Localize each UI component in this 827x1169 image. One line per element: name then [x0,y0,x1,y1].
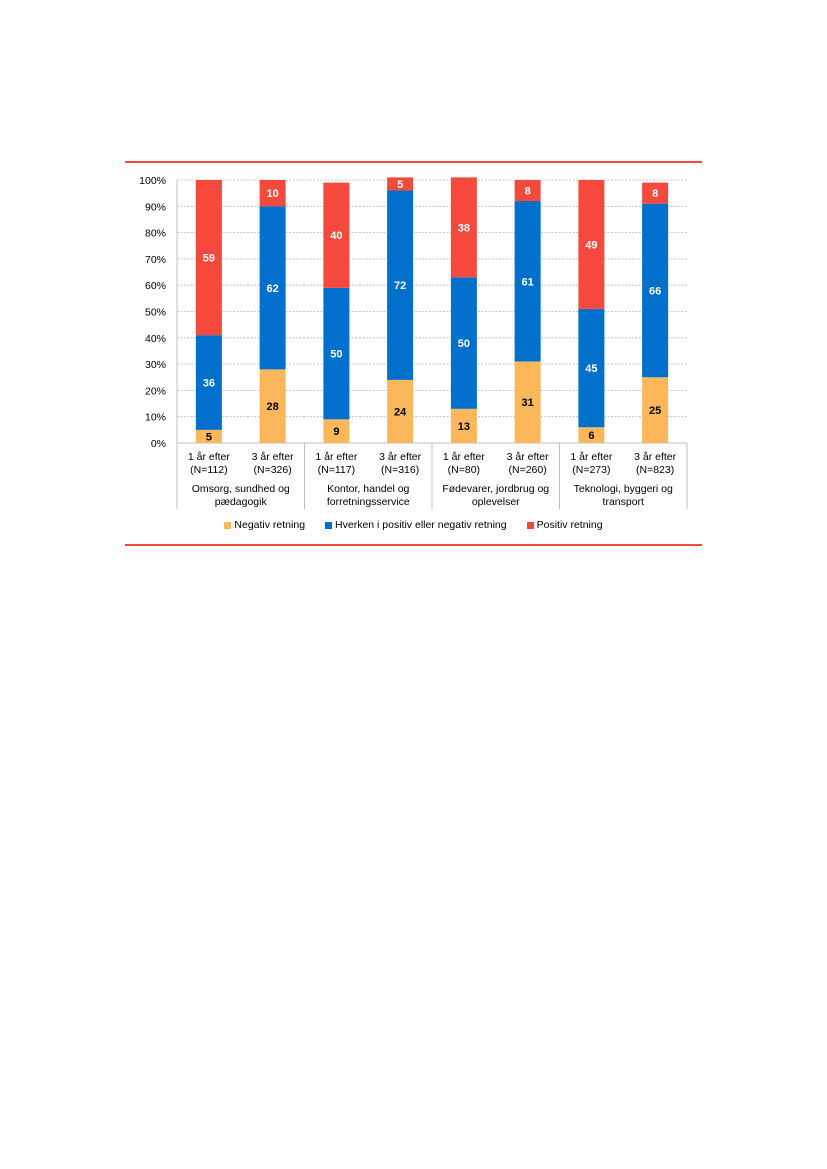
bar-segment [514,180,541,202]
legend-label-positive: Positiv retning [536,519,603,531]
x-group-label: Fødevarer, jordbrug og [442,483,549,495]
bar-segment [259,206,286,370]
legend-swatch-neither [325,521,333,529]
data-label: 13 [458,421,470,433]
x-category-label: 1 år efter [315,451,358,463]
x-category-label: 3 år efter [507,451,550,463]
bar-segment [450,408,477,443]
x-category-label: 1 år efter [188,451,231,463]
bottom-rule [125,544,702,546]
legend-swatch-negative [224,521,232,529]
x-group-label: Kontor, handel og [327,483,409,495]
data-label: 45 [585,363,597,375]
x-category-label: 3 år efter [634,451,677,463]
bar-segment [387,379,414,443]
x-category-count: (N=316) [381,464,419,476]
x-category-count: (N=273) [572,464,610,476]
y-tick-label: 30% [145,359,166,371]
data-label: 6 [588,430,594,442]
x-category-count: (N=117) [318,464,355,476]
x-category-label: 3 år efter [379,451,422,463]
data-label: 10 [267,188,279,200]
bar-segment [387,190,414,380]
x-category-count: (N=260) [509,464,547,476]
bar-segment [323,287,350,420]
bar-segment [642,182,669,204]
y-tick-label: 70% [145,254,166,266]
data-label: 28 [267,401,279,413]
bar-segment [323,419,350,443]
bar-segment [642,203,669,378]
legend-item-positive: Positiv retning [526,519,603,531]
bar-segment [387,177,414,191]
y-tick-label: 10% [145,412,166,424]
y-tick-label: 100% [139,175,166,187]
data-label: 5 [206,431,212,443]
legend-swatch-positive [526,521,534,529]
bar-segment [195,335,222,430]
bar-segment [578,427,605,443]
data-label: 66 [649,285,661,297]
legend-label-neither: Hverken i positiv eller negativ retning [335,519,507,531]
x-group-label: Teknologi, byggeri og [574,483,673,495]
data-label: 38 [458,222,470,234]
x-group-label: forretningsservice [327,496,410,508]
y-tick-label: 20% [145,385,166,397]
y-tick-label: 90% [145,201,166,213]
x-category-count: (N=326) [254,464,292,476]
data-label: 8 [652,188,658,200]
x-category-count: (N=112) [190,464,227,476]
x-category-label: 3 år efter [252,451,295,463]
data-label: 25 [649,405,661,417]
bar-segment [259,369,286,443]
data-label: 49 [585,239,597,251]
x-category-label: 1 år efter [570,451,613,463]
top-rule [125,161,702,163]
data-label: 9 [333,426,339,438]
y-tick-label: 50% [145,307,166,319]
x-group-label: Omsorg, sundhed og [192,483,290,495]
bar-segment [514,201,541,362]
bar-segment [195,429,222,443]
x-category-count: (N=823) [636,464,674,476]
x-category-label: 1 år efter [443,451,486,463]
x-group-label: pædagogik [215,496,268,508]
bar-segment [514,361,541,443]
data-label: 5 [397,179,403,191]
data-label: 8 [525,186,531,198]
x-category-count: (N=80) [448,464,480,476]
bar-segment [450,177,477,278]
legend-item-negative: Negativ retning [224,519,305,531]
y-tick-label: 0% [151,438,166,450]
data-label: 72 [394,280,406,292]
data-label: 31 [522,397,534,409]
bar-segment [195,180,222,336]
data-label: 50 [458,338,470,350]
x-group-label: transport [603,496,645,508]
bar-segment [578,180,605,309]
y-tick-label: 80% [145,228,166,240]
bar-segment [450,277,477,409]
x-group-label: oplevelser [472,496,520,508]
legend-item-neither: Hverken i positiv eller negativ retning [325,519,507,531]
y-tick-label: 40% [145,333,166,345]
data-label: 40 [330,230,342,242]
y-tick-label: 60% [145,280,166,292]
data-label: 62 [267,283,279,295]
data-label: 61 [522,276,534,288]
data-label: 24 [394,406,407,418]
data-label: 59 [203,253,215,265]
bar-segment [578,308,605,428]
bar-segment [259,180,286,207]
chart-legend: Negativ retning Hverken i positiv eller … [0,519,827,531]
legend-label-negative: Negativ retning [234,519,306,531]
bar-segment [642,377,669,443]
bar-segment [323,182,350,288]
data-label: 36 [203,378,215,390]
data-label: 50 [330,349,342,361]
